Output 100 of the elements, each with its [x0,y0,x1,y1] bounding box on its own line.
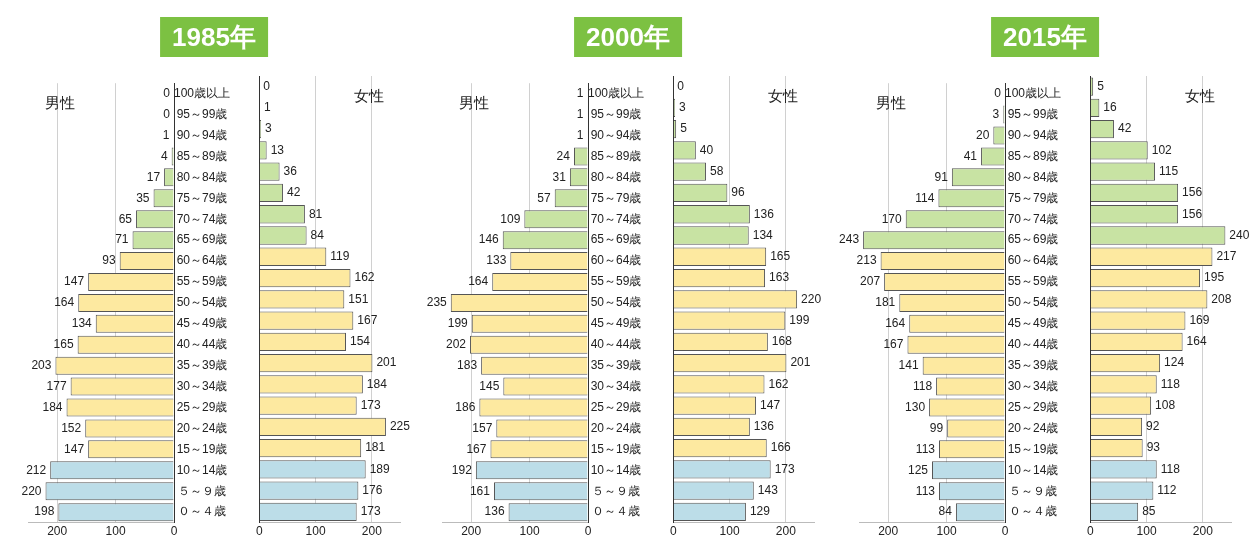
data-label: 173 [360,504,382,519]
y-tick-label: 50～54歳 [176,295,228,310]
data-label: 118 [1160,376,1181,391]
y-tick-label: 35～39歳 [1007,357,1059,372]
data-label: 173 [774,461,796,476]
data-label: 164 [885,316,906,331]
y-tick-label: 30～34歳 [590,378,642,393]
y-tick-label: 40～44歳 [590,337,642,352]
data-label: 156 [1182,206,1203,221]
y-tick-label: 80～84歳 [590,169,642,184]
y-tick-label: 10～14歳 [176,462,228,477]
data-label: 0 [163,106,171,121]
data-label: 57 [537,190,552,205]
data-label: 162 [768,376,789,391]
y-tick-label: 45～49歳 [590,316,642,331]
y-tick-label: ５～９歳 [592,483,641,498]
data-label: 136 [753,206,775,221]
data-label: 31 [552,169,567,184]
data-label: 0 [263,78,271,93]
data-label: 113 [915,483,936,498]
data-label: 186 [455,399,476,414]
data-label: 181 [365,440,386,455]
data-label: 85 [1142,504,1156,519]
y-tick-label: 60～64歳 [176,253,228,268]
data-label: 136 [484,504,505,519]
data-label: 84 [310,227,325,242]
y-tick-label: 10～14歳 [1007,462,1059,477]
data-label: 1 [576,85,584,100]
y-tick-label: 65～69歳 [590,232,642,247]
y-tick-label: 70～74歳 [176,211,228,226]
y-tick-label: 85～89歳 [590,148,642,163]
data-label: 203 [31,357,52,372]
data-label: 167 [883,337,904,352]
data-label: 84 [938,504,953,519]
data-label: 217 [1216,249,1237,264]
data-label: 41 [963,148,978,163]
data-label: 147 [64,274,85,289]
y-tick-label: ５～９歳 [178,483,227,498]
data-label: 5 [1097,78,1105,93]
data-label: 91 [934,169,949,184]
y-tick-label: 50～54歳 [1007,295,1059,310]
data-label: 184 [42,399,63,414]
y-tick-label: 40～44歳 [1007,337,1059,352]
y-tick-label: 35～39歳 [590,357,642,372]
data-label: 161 [469,483,491,498]
data-label: 243 [839,232,860,247]
text: 男性 [45,93,76,111]
data-label: 92 [1146,419,1160,434]
x-tick-label: 200 [775,524,797,539]
x-tick-label: 200 [878,524,899,539]
y-tick-label: 45～49歳 [176,316,228,331]
data-label: 113 [915,441,936,456]
y-tick-label: 70～74歳 [1007,211,1059,226]
chart-title: 2015年 [991,17,1099,57]
x-tick-label: 0 [669,524,677,539]
data-label: 181 [875,295,896,310]
data-label: 199 [789,312,810,327]
y-tick-label: 90～94歳 [176,127,228,142]
text: 男性 [876,93,907,111]
data-label: 40 [699,142,714,157]
data-label: 16 [1103,100,1118,115]
y-tick-label: 25～29歳 [590,399,642,414]
data-label: 212 [26,462,47,477]
y-tick-label: 20～24歳 [1007,420,1059,435]
data-label: 164 [468,274,489,289]
data-label: 163 [769,270,790,285]
y-tick-label: 75～79歳 [1007,190,1059,205]
y-tick-label: 90～94歳 [590,127,642,142]
data-label: 164 [1186,334,1207,349]
y-tick-label: 75～79歳 [176,190,228,205]
data-label: 112 [1157,483,1177,498]
data-label: 4 [160,148,168,163]
data-label: 93 [1146,440,1161,455]
data-label: 1 [576,127,584,142]
data-label: 24 [556,148,571,163]
x-tick-label: 0 [170,524,178,539]
data-label: 0 [677,78,685,93]
chart-title: 2000年 [574,17,682,57]
text: 男性 [459,93,490,111]
y-tick-label: 55～59歳 [176,274,228,289]
y-tick-label: 50～54歳 [590,295,642,310]
data-label: 20 [975,127,990,142]
data-label: 220 [21,483,42,498]
data-label: 130 [905,399,926,414]
data-label: 134 [752,227,774,242]
x-tick-label: 0 [584,524,592,539]
data-label: 96 [731,185,746,200]
y-tick-label: 65～69歳 [1007,232,1059,247]
data-label: 13 [270,142,285,157]
y-tick-label: 95～99歳 [590,106,642,121]
data-label: 115 [1159,164,1179,179]
y-tick-label: 20～24歳 [176,420,228,435]
data-label: 147 [64,441,85,456]
data-label: 125 [907,462,929,477]
y-tick-label: 70～74歳 [590,211,642,226]
x-tick-label: 200 [47,524,68,539]
data-label: 102 [1151,142,1173,157]
data-label: 133 [486,253,507,268]
y-tick-label: 25～29歳 [176,399,228,414]
y-tick-label: ０～４歳 [1009,504,1058,519]
